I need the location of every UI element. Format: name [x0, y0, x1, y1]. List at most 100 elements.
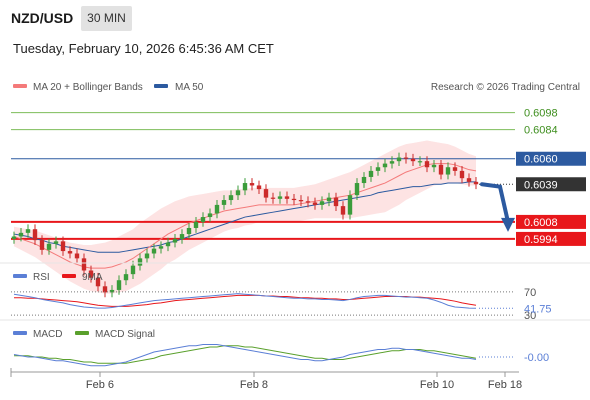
candle-body — [235, 190, 241, 196]
candle-body — [186, 227, 192, 235]
candle-body — [396, 157, 402, 162]
candle-body — [284, 196, 290, 199]
candle-body — [144, 253, 150, 259]
candle-body — [361, 176, 367, 184]
current-price-label: 0.6039 — [524, 179, 558, 191]
candle-body — [46, 243, 52, 250]
support-level-label: 0.6008 — [524, 217, 558, 229]
credit-text: Research © 2026 Trading Central — [431, 82, 580, 93]
support-level-tag — [516, 231, 586, 246]
pivot-level-tag — [516, 151, 586, 166]
candle-body — [242, 183, 248, 191]
candle-body — [368, 170, 374, 177]
time-tick-label: Feb 6 — [86, 379, 114, 391]
ma50-line — [13, 181, 476, 253]
macd-legend-label: MACD — [33, 329, 62, 340]
rsi-level-label: 30 — [524, 310, 536, 322]
candle-body — [193, 221, 199, 228]
candle-body — [249, 183, 255, 186]
candle-body — [11, 236, 17, 239]
timestamp: Tuesday, February 10, 2026 6:45:36 AM CE… — [13, 41, 274, 56]
ma50-legend-swatch — [154, 84, 168, 88]
macd-line — [13, 344, 477, 367]
candle-body — [305, 201, 311, 203]
candle-body — [151, 248, 157, 254]
candle-body — [25, 229, 31, 233]
candle-body — [102, 286, 108, 293]
candle-body — [270, 197, 276, 199]
candle-body — [172, 238, 178, 243]
candle-body — [333, 197, 339, 207]
candle-body — [319, 201, 325, 205]
ma20-legend-label: MA 20 + Bollinger Bands — [33, 82, 143, 93]
rsi-level-label: 70 — [524, 287, 536, 299]
chart-header: NZD/USD 30 MIN — [0, 0, 590, 34]
candle-body — [291, 198, 297, 201]
resistance-level-label: 0.6098 — [524, 108, 558, 120]
price-panel: 0.6098 0.6084 0.6060 0.6008 0.5994 0.6039 — [11, 108, 586, 298]
candle-body — [410, 158, 416, 162]
candle-body — [298, 200, 304, 202]
candle-body — [39, 240, 45, 250]
candle-body — [263, 189, 269, 198]
candle-body — [459, 170, 465, 179]
pivot-level-label: 0.6060 — [524, 154, 558, 166]
candle-body — [200, 217, 206, 222]
support-level-label: 0.5994 — [524, 234, 558, 246]
macd-current-label: -0.00 — [524, 352, 549, 364]
rsi-current-label: 41.75 — [524, 303, 552, 315]
candle-body — [312, 202, 318, 205]
candle-body — [473, 181, 479, 185]
candle-body — [438, 164, 444, 175]
ma50-legend-label: MA 50 — [175, 82, 204, 93]
candle-body — [130, 265, 136, 275]
candle-body — [81, 258, 87, 271]
macd-panel: -0.00 — [13, 344, 549, 367]
candle-body — [445, 167, 451, 175]
macd-signal-legend-label: MACD Signal — [95, 329, 155, 340]
candle-body — [347, 195, 353, 215]
candle-body — [165, 242, 171, 247]
candle-body — [382, 163, 388, 168]
candle-body — [214, 204, 220, 214]
symbol-title: NZD/USD — [11, 10, 74, 26]
candle-body — [116, 280, 122, 290]
time-tick-label: Feb 8 — [240, 379, 268, 391]
candle-body — [137, 258, 143, 266]
candle-body — [95, 277, 101, 287]
candle-body — [109, 289, 115, 293]
current-price-tag — [516, 177, 586, 192]
candle-body — [158, 246, 164, 249]
interval-button[interactable]: 30 MIN — [81, 6, 132, 31]
candle-body — [256, 185, 262, 190]
candle-body — [326, 197, 332, 202]
candle-body — [74, 253, 80, 259]
candle-body — [375, 167, 381, 171]
candle-body — [228, 195, 234, 201]
candle-body — [466, 178, 472, 182]
candle-body — [221, 200, 227, 205]
forecast-arrowhead — [501, 217, 515, 232]
rsi-ma-legend-swatch — [62, 274, 76, 278]
candle-body — [417, 161, 423, 163]
forecast-arrow — [480, 182, 510, 224]
candle-body — [88, 270, 94, 278]
candle-body — [123, 274, 129, 281]
rsi-line — [13, 293, 477, 309]
candle-body — [67, 251, 73, 254]
time-tick-label: Feb 10 — [420, 379, 454, 391]
candle-body — [389, 161, 395, 164]
macd-legend-swatch — [13, 331, 27, 335]
candle-body — [452, 167, 458, 171]
candle-body — [354, 183, 360, 196]
time-axis: Feb 6 Feb 8 Feb 10 Feb 18 — [10, 368, 522, 391]
candle-body — [18, 232, 24, 237]
macd-signal-line — [14, 345, 477, 364]
candle-body — [424, 161, 430, 168]
support-level-tag — [516, 214, 586, 229]
candle-body — [277, 196, 283, 199]
resistance-level-label: 0.6084 — [524, 125, 558, 137]
candle-body — [207, 213, 213, 218]
